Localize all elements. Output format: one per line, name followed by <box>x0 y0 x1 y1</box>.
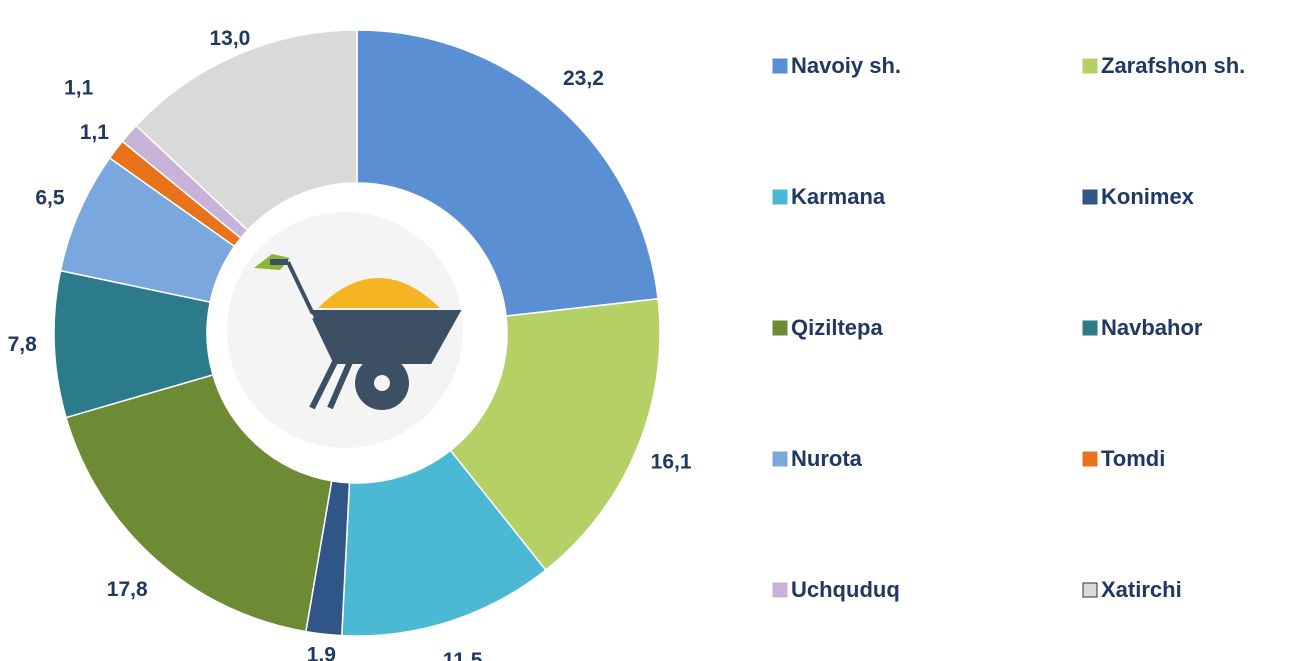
legend-swatch <box>1082 58 1098 74</box>
legend: Navoiy sh. Zarafshon sh. Karmana Konimex Qiz… <box>772 53 1245 602</box>
data-label: 1,9 <box>307 644 336 661</box>
legend-label: Qiziltepa <box>791 315 883 340</box>
legend-label: Uchquduq <box>791 577 900 602</box>
data-label: 7,8 <box>8 333 38 356</box>
wheelbarrow-icon <box>227 212 463 448</box>
legend-swatch <box>1082 582 1098 598</box>
donut-slice <box>449 297 661 572</box>
data-label: 13,0 <box>209 27 250 50</box>
legend-swatch <box>772 320 788 336</box>
data-label: 17,8 <box>107 578 148 601</box>
legend-swatch <box>1082 189 1098 205</box>
donut-slice <box>65 373 333 633</box>
data-label: 23,2 <box>563 67 604 90</box>
data-label: 16,1 <box>651 451 692 474</box>
legend-label: Konimex <box>1101 184 1195 209</box>
donut-slice <box>135 29 358 232</box>
legend-label: Tomdi <box>1101 446 1165 471</box>
legend-label: Zarafshon sh. <box>1101 53 1245 78</box>
legend-label: Nurota <box>791 446 863 471</box>
legend-label: Xatirchi <box>1101 577 1182 602</box>
donut-slice <box>356 29 659 317</box>
legend-label: Karmana <box>791 184 886 209</box>
legend-swatch <box>1082 451 1098 467</box>
legend-swatch <box>772 189 788 205</box>
legend-label: Navoiy sh. <box>791 53 901 78</box>
data-label: 1,1 <box>80 121 110 144</box>
legend-swatch <box>1082 320 1098 336</box>
data-label: 1,1 <box>64 77 94 100</box>
data-label: 6,5 <box>35 187 65 210</box>
donut <box>53 29 661 637</box>
data-label: 11,5 <box>443 649 483 661</box>
legend-swatch <box>772 451 788 467</box>
donut-slice <box>340 449 547 637</box>
legend-swatch <box>772 58 788 74</box>
legend-swatch <box>772 582 788 598</box>
data-labels: 23,2 16,1 11,5 1,9 17,8 7,8 6,5 1,1 1,1 13,0 <box>8 27 692 661</box>
legend-label: Navbahor <box>1101 315 1203 340</box>
